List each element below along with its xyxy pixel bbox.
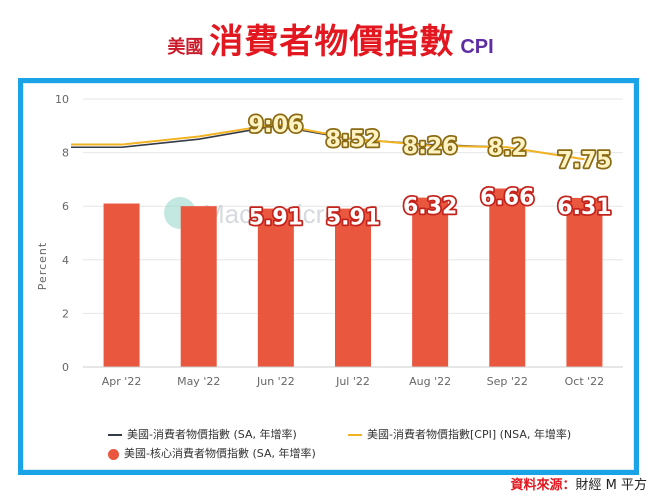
x-tick-label: Apr '22 xyxy=(102,375,142,388)
legend-item-core-bar: 美國-核心消費者物價指數 (SA, 年增率) xyxy=(108,445,316,461)
y-axis-label: Percent xyxy=(36,242,49,290)
x-tick-label: Sep '22 xyxy=(487,375,528,388)
x-tick-label: Jun '22 xyxy=(256,375,295,388)
data-label: 8.2 xyxy=(488,136,527,161)
bar xyxy=(489,188,526,367)
chart-title: 美國 消費者物價指數 CPI xyxy=(0,14,661,70)
x-tick-label: Jul '22 xyxy=(335,375,370,388)
legend-line-swatch-icon xyxy=(348,434,362,436)
data-label: 8:52 xyxy=(326,128,381,153)
data-label: 9:06 xyxy=(248,113,303,138)
data-label: 6.66 xyxy=(480,186,534,211)
series-line-nsa xyxy=(71,123,585,161)
legend-label: 美國-消費者物價指數 (SA, 年增率) xyxy=(127,428,297,441)
data-label: 6.31 xyxy=(557,195,611,220)
title-suffix: CPI xyxy=(460,36,494,58)
y-tick-label: 0 xyxy=(62,361,69,374)
y-tick-label: 4 xyxy=(62,254,69,267)
x-tick-label: Oct '22 xyxy=(565,375,605,388)
chart-frame: Macromicro 5.915.916.326.666.319:068:528… xyxy=(18,78,639,475)
title-prefix: 美國 xyxy=(167,37,204,58)
chart-svg: Macromicro 5.915.916.326.666.319:068:528… xyxy=(36,93,623,388)
title-main: 消費者物價指數 xyxy=(209,22,455,62)
y-tick-label: 2 xyxy=(62,307,69,320)
data-label: 5.91 xyxy=(249,206,303,231)
y-tick-label: 10 xyxy=(55,93,69,106)
legend-item-sa-line: 美國-消費者物價指數 (SA, 年增率) xyxy=(108,426,297,442)
source-value: 財經 M 平方 xyxy=(575,478,647,493)
source-credit: 資料來源：財經 M 平方 xyxy=(511,474,648,493)
y-tick-label: 6 xyxy=(62,200,69,213)
x-tick-label: Aug '22 xyxy=(409,375,451,388)
legend-line-swatch-icon xyxy=(108,434,122,436)
x-tick-label: May '22 xyxy=(177,375,220,388)
y-tick-label: 8 xyxy=(62,147,69,160)
bar xyxy=(335,208,371,367)
bar xyxy=(180,206,217,367)
bar xyxy=(257,208,294,367)
bar xyxy=(103,203,140,367)
legend-item-nsa-line: 美國-消費者物價指數[CPI] (NSA, 年增率) xyxy=(348,426,571,442)
data-label: 8:26 xyxy=(403,135,458,160)
source-label: 資料來源： xyxy=(510,478,576,493)
data-label: 6.32 xyxy=(403,195,457,220)
legend-label: 美國-核心消費者物價指數 (SA, 年增率) xyxy=(124,447,316,460)
bar xyxy=(412,197,449,367)
legend-label: 美國-消費者物價指數[CPI] (NSA, 年增率) xyxy=(367,428,572,441)
data-label: 5.91 xyxy=(326,206,380,231)
data-label: 7.75 xyxy=(557,148,611,173)
legend-dot-swatch-icon xyxy=(108,448,119,460)
bar xyxy=(566,197,603,367)
